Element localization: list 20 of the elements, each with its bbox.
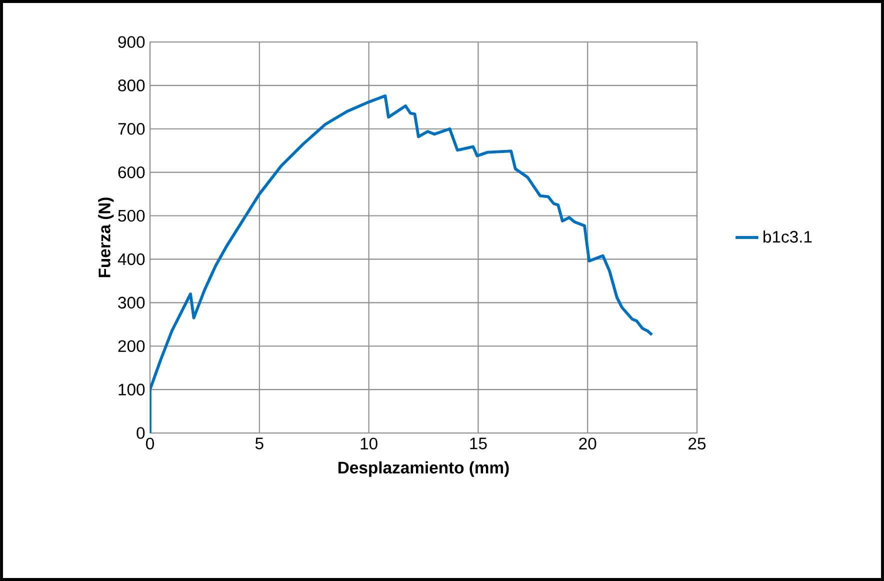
- x-tick-label: 15: [470, 438, 487, 450]
- y-tick-label: 300: [118, 296, 145, 309]
- y-tick-label: 100: [118, 384, 145, 396]
- y-axis-title: Fuerza (N): [98, 198, 114, 278]
- x-tick-label: 20: [579, 438, 596, 450]
- y-tick-label: 400: [118, 253, 145, 266]
- y-tick-label: 500: [118, 210, 145, 222]
- x-axis-title: Desplazamiento (mm): [338, 461, 509, 477]
- y-tick-label: 700: [118, 123, 145, 135]
- x-tick-label: 0: [146, 438, 154, 450]
- y-tick-label: 900: [118, 36, 145, 48]
- y-tick-label: 0: [136, 427, 145, 439]
- x-tick-label: 5: [255, 438, 264, 450]
- y-tick-label: 200: [118, 340, 145, 352]
- x-tick-label: 25: [688, 438, 706, 450]
- line-series: [150, 94, 654, 433]
- y-tick-label: 800: [118, 80, 145, 92]
- x-tick-label: 10: [360, 438, 378, 450]
- legend-label: b1c3.1: [764, 230, 812, 243]
- y-tick-label: 600: [118, 166, 145, 178]
